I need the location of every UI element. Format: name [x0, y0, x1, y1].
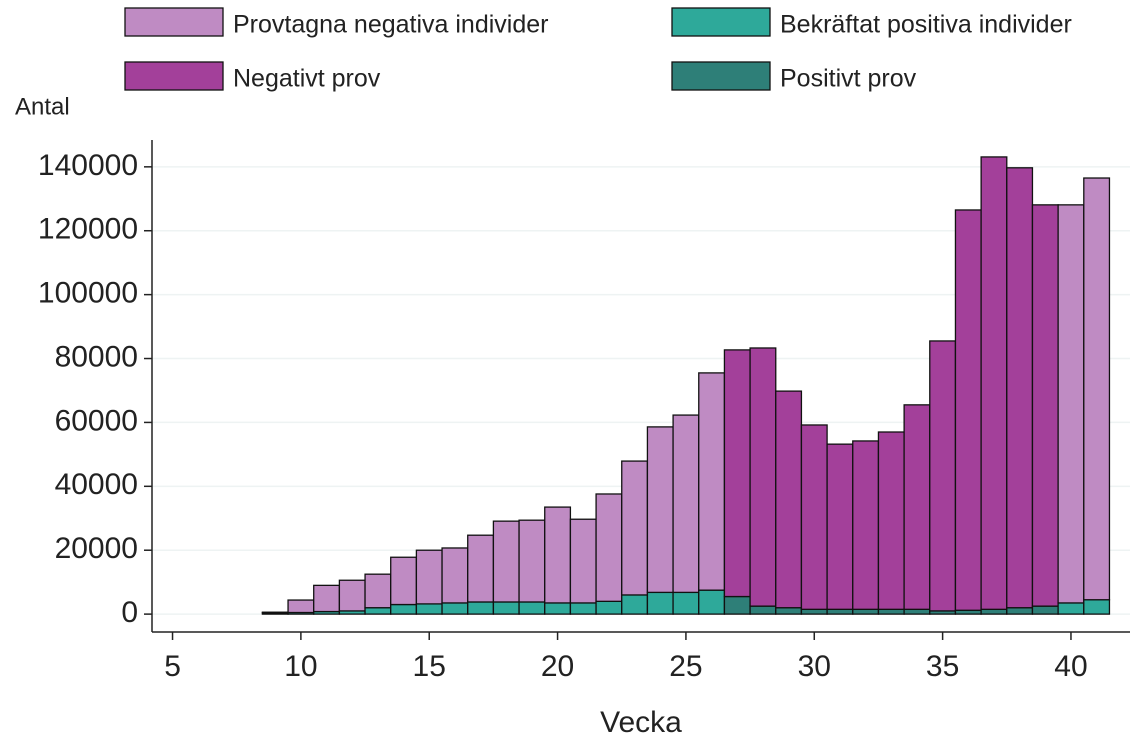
bar-segment — [338, 579, 366, 612]
bar-segment — [1031, 605, 1059, 615]
bar-segment — [492, 601, 520, 615]
bar-segment — [877, 608, 905, 615]
bar-segment — [698, 589, 726, 615]
x-tick-label: 30 — [798, 650, 831, 683]
bar-segment — [1083, 177, 1111, 601]
bar-segment — [954, 209, 982, 611]
bar-segment — [518, 601, 546, 615]
legend-swatch — [671, 61, 771, 91]
bar-segment — [1057, 204, 1085, 604]
bar-segment — [826, 443, 854, 610]
y-tick-label: 80000 — [55, 340, 138, 373]
y-tick-label: 140000 — [38, 149, 138, 182]
bar-segment — [903, 404, 931, 610]
legend-label: Provtagna negativa individer — [233, 11, 548, 39]
bar-segment — [544, 602, 572, 615]
bar-segment — [775, 607, 803, 615]
legend-label: Positivt prov — [780, 65, 917, 93]
bar-segment — [672, 591, 700, 615]
x-tick-label: 40 — [1054, 650, 1087, 683]
bar-segment — [698, 372, 726, 591]
y-tick-label: 0 — [121, 596, 138, 629]
legend-swatch — [124, 61, 224, 91]
legend-swatch — [671, 7, 771, 37]
x-tick-label: 25 — [669, 650, 702, 683]
legend-swatch — [124, 7, 224, 37]
bar-segment — [415, 549, 443, 605]
y-tick-label: 40000 — [55, 468, 138, 501]
x-tick-label: 35 — [926, 650, 959, 683]
bar-segment — [621, 594, 649, 615]
bar-segment — [261, 611, 289, 614]
x-tick-label: 20 — [541, 650, 574, 683]
bar-segment — [980, 608, 1008, 615]
bar-segment — [364, 607, 392, 615]
bar-segment — [723, 349, 751, 598]
bar-segment — [1083, 599, 1111, 615]
bar-segment — [672, 414, 700, 594]
bar-segment — [518, 519, 546, 603]
bar-segment — [749, 347, 777, 607]
x-tick-label: 10 — [284, 650, 317, 683]
bar-segment — [415, 603, 443, 615]
x-tick-label: 5 — [164, 650, 181, 683]
bar-segment — [800, 424, 828, 610]
bar-segment — [800, 608, 828, 615]
bar-segment — [903, 608, 931, 615]
bar-segment — [390, 603, 418, 615]
bar-segment — [852, 440, 880, 610]
y-tick-label: 60000 — [55, 404, 138, 437]
bar-segment — [723, 595, 751, 615]
bar-segment — [749, 605, 777, 615]
bar-segment — [467, 534, 495, 603]
bar-segment — [1031, 204, 1059, 607]
bar-segment — [929, 340, 957, 612]
bar-segment — [313, 584, 341, 613]
bar-segment — [1006, 167, 1034, 609]
bar-segment — [569, 602, 597, 615]
legend-label: Bekräftat positiva individer — [780, 11, 1072, 39]
bar-segment — [646, 426, 674, 594]
x-tick-label: 15 — [413, 650, 446, 683]
bar-segment — [467, 601, 495, 615]
bar-segment — [595, 493, 623, 602]
bar-segment — [364, 573, 392, 609]
y-tick-label: 120000 — [38, 213, 138, 246]
y-axis-label: Antal — [15, 93, 70, 120]
bar-segment — [544, 506, 572, 604]
bar-segment — [569, 518, 597, 604]
bar-segment — [1057, 602, 1085, 615]
bar-segment — [877, 431, 905, 610]
bar-segment — [646, 591, 674, 615]
bar-segment — [390, 556, 418, 606]
bar-segment — [287, 599, 315, 614]
x-axis-label: Vecka — [600, 706, 682, 739]
y-tick-label: 100000 — [38, 277, 138, 310]
bar-segment — [441, 602, 469, 615]
bar-segment — [826, 608, 854, 615]
bar-segment — [621, 460, 649, 596]
legend-label: Negativt prov — [233, 65, 381, 93]
bar-segment — [980, 156, 1008, 610]
bar-segment — [852, 608, 880, 615]
bar-segment — [775, 390, 803, 609]
bar-segment — [492, 520, 520, 603]
y-tick-label: 20000 — [55, 532, 138, 565]
bar-segment — [1006, 607, 1034, 615]
bar-segment — [595, 600, 623, 615]
bar-segment — [441, 547, 469, 604]
